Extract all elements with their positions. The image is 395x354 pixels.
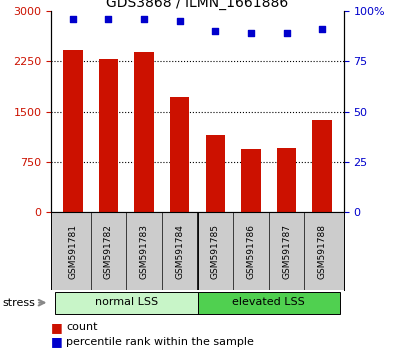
- Point: [248, 30, 254, 36]
- Bar: [134, 52, 154, 212]
- Point: [105, 16, 111, 22]
- Bar: [312, 120, 332, 212]
- Text: ■: ■: [51, 321, 63, 334]
- Text: GSM591787: GSM591787: [282, 224, 291, 279]
- Text: percentile rank within the sample: percentile rank within the sample: [66, 337, 254, 347]
- Text: elevated LSS: elevated LSS: [232, 297, 305, 307]
- Bar: [99, 59, 118, 212]
- Text: GSM591782: GSM591782: [104, 224, 113, 279]
- Bar: [241, 149, 261, 212]
- Text: stress: stress: [2, 298, 35, 308]
- Point: [284, 30, 290, 36]
- Text: normal LSS: normal LSS: [95, 297, 158, 307]
- Text: GSM591788: GSM591788: [318, 224, 327, 279]
- Text: GSM591783: GSM591783: [139, 224, 149, 279]
- Point: [177, 18, 183, 23]
- Bar: [170, 97, 190, 212]
- Point: [212, 28, 218, 34]
- Text: GSM591785: GSM591785: [211, 224, 220, 279]
- Title: GDS3868 / ILMN_1661886: GDS3868 / ILMN_1661886: [106, 0, 289, 10]
- Point: [70, 16, 76, 22]
- FancyBboxPatch shape: [198, 292, 340, 314]
- Text: count: count: [66, 322, 98, 332]
- Text: GSM591781: GSM591781: [68, 224, 77, 279]
- Bar: [277, 148, 296, 212]
- Bar: [205, 135, 225, 212]
- Bar: [63, 50, 83, 212]
- FancyBboxPatch shape: [55, 292, 198, 314]
- Text: ■: ■: [51, 335, 63, 348]
- Point: [319, 26, 325, 32]
- Text: GSM591784: GSM591784: [175, 224, 184, 279]
- Point: [141, 16, 147, 22]
- Text: GSM591786: GSM591786: [246, 224, 256, 279]
